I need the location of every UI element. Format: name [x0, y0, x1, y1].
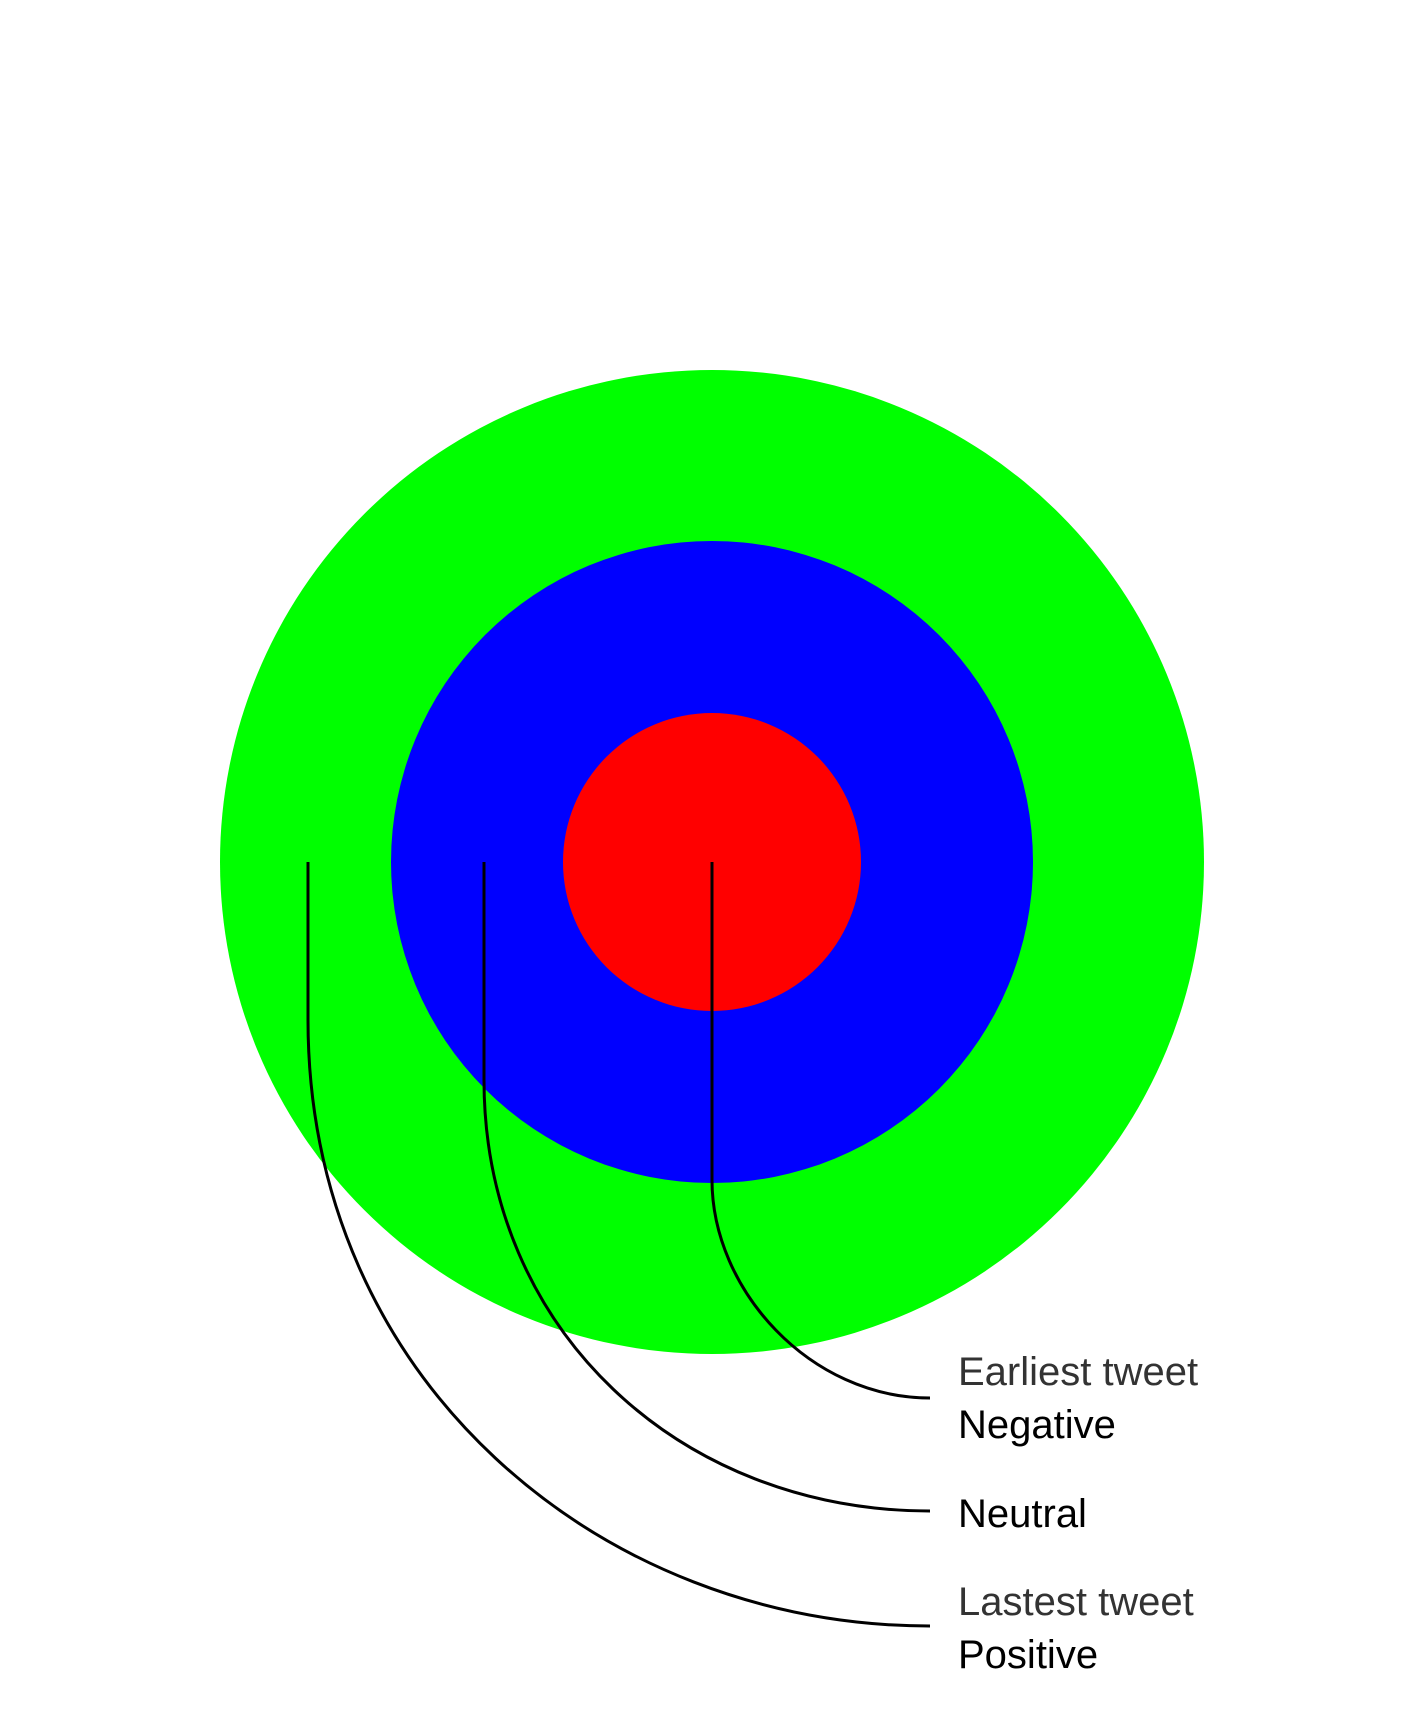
neutral-label: Neutral [958, 1492, 1087, 1536]
negative-caption: Earliest tweet [958, 1350, 1198, 1394]
negative-label: Negative [958, 1403, 1116, 1447]
connector-positive [306, 862, 931, 1628]
positive-caption: Lastest tweet [958, 1580, 1194, 1624]
connector-neutral [482, 862, 931, 1513]
positive-label: Positive [958, 1633, 1098, 1677]
connector-negative [710, 862, 931, 1400]
